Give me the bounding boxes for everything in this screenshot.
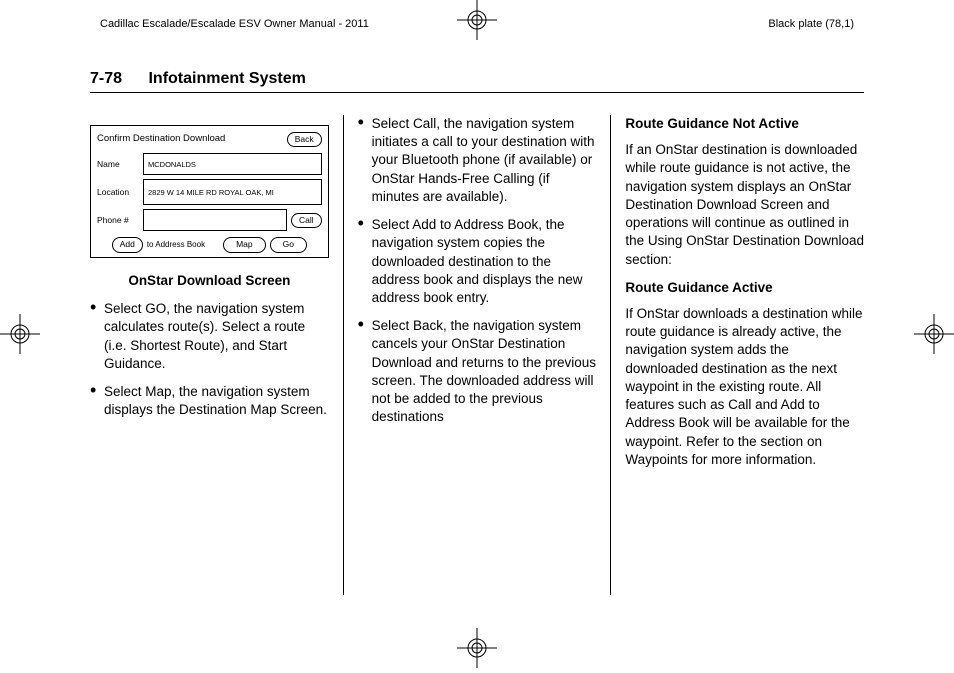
onstar-screen-figure: Confirm Destination Download Back Name M… xyxy=(90,125,329,258)
register-mark-left xyxy=(0,314,40,354)
go-button: Go xyxy=(270,237,307,252)
columns: Confirm Destination Download Back Name M… xyxy=(90,115,864,595)
back-button: Back xyxy=(287,132,322,147)
route-not-active-head: Route Guidance Not Active xyxy=(625,115,864,133)
paragraph: If an OnStar destination is downloaded w… xyxy=(625,141,864,269)
bullet-dot-icon: • xyxy=(90,383,104,419)
phone-field xyxy=(143,209,287,231)
bullet-text: Select Add to Address Book, the navigati… xyxy=(372,216,597,307)
bullet-dot-icon: • xyxy=(90,300,104,373)
location-label: Location xyxy=(97,187,139,198)
manual-title: Cadillac Escalade/Escalade ESV Owner Man… xyxy=(100,18,369,30)
name-field: MCDONALDS xyxy=(143,153,322,175)
list-item: • Select Map, the navigation system disp… xyxy=(90,383,329,419)
add-button: Add xyxy=(112,237,143,252)
list-item: • Select Call, the navigation system ini… xyxy=(358,115,597,206)
call-button: Call xyxy=(291,213,322,228)
register-mark-right xyxy=(914,314,954,354)
bullet-text: Select Back, the navigation system cance… xyxy=(372,317,597,426)
bullet-dot-icon: • xyxy=(358,115,372,206)
column-2: • Select Call, the navigation system ini… xyxy=(343,115,611,595)
list-item: • Select GO, the navigation system calcu… xyxy=(90,300,329,373)
paragraph: If OnStar downloads a destination while … xyxy=(625,305,864,469)
bullet-text: Select Call, the navigation system initi… xyxy=(372,115,597,206)
plate-info: Black plate (78,1) xyxy=(768,18,854,30)
name-label: Name xyxy=(97,159,139,170)
section-title: Infotainment System xyxy=(148,70,305,87)
list-item: • Select Back, the navigation system can… xyxy=(358,317,597,426)
column-1: Confirm Destination Download Back Name M… xyxy=(90,115,343,595)
bullet-dot-icon: • xyxy=(358,317,372,426)
to-address-book-text: to Address Book xyxy=(147,240,205,251)
phone-label: Phone # xyxy=(97,215,139,226)
bullet-text: Select Map, the navigation system displa… xyxy=(104,383,329,419)
page-body: 7-78 Infotainment System Confirm Destina… xyxy=(90,70,864,608)
route-active-head: Route Guidance Active xyxy=(625,279,864,297)
bullet-dot-icon: • xyxy=(358,216,372,307)
page-header: 7-78 Infotainment System xyxy=(90,70,864,93)
register-mark-bottom xyxy=(457,628,497,668)
list-item: • Select Add to Address Book, the naviga… xyxy=(358,216,597,307)
onstar-subhead: OnStar Download Screen xyxy=(90,272,329,290)
column-3: Route Guidance Not Active If an OnStar d… xyxy=(610,115,864,595)
map-button: Map xyxy=(223,237,266,252)
bullet-text: Select GO, the navigation system calcula… xyxy=(104,300,329,373)
register-mark-top xyxy=(457,0,497,40)
screen-title: Confirm Destination Download xyxy=(97,133,225,146)
page-number: 7-78 xyxy=(90,70,122,87)
location-field: 2829 W 14 MILE RD ROYAL OAK, MI xyxy=(143,179,322,205)
